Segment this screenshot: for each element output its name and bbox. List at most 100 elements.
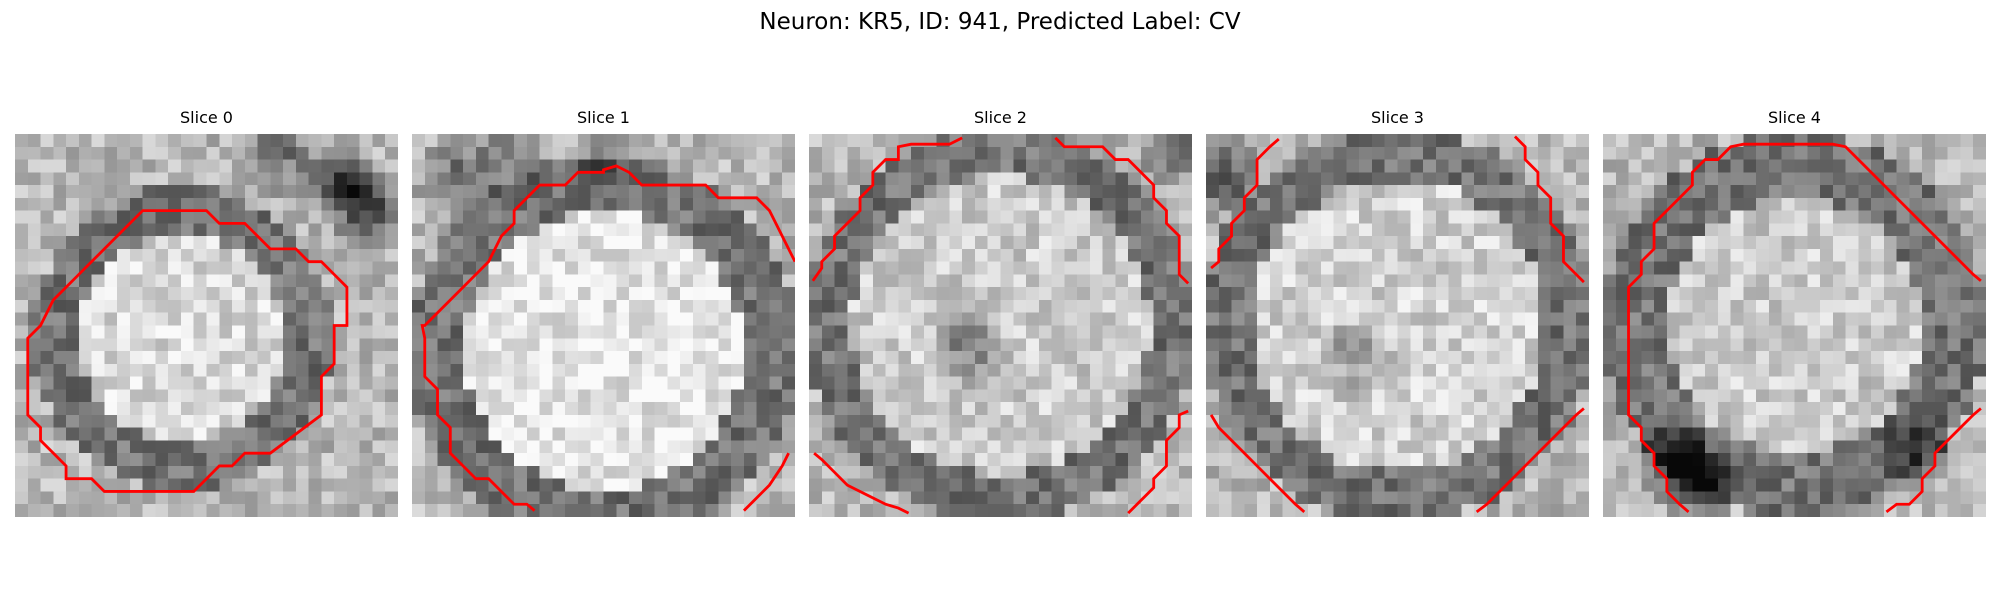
pixel [1717, 376, 1731, 390]
pixel [1000, 210, 1014, 224]
pixel [539, 453, 553, 467]
pixel [1384, 134, 1398, 148]
pixel [1641, 389, 1655, 403]
pixel [1153, 236, 1167, 250]
pixel [1077, 440, 1091, 454]
pixel [552, 134, 566, 148]
pixel [346, 414, 360, 428]
pixel [1743, 299, 1757, 313]
pixel [936, 363, 950, 377]
pixel [1525, 261, 1539, 275]
pixel [53, 210, 67, 224]
pixel [232, 389, 246, 403]
pixel [104, 261, 118, 275]
pixel [756, 299, 770, 313]
pixel [346, 478, 360, 492]
pixel [1000, 312, 1014, 326]
pixel [1140, 146, 1154, 160]
pixel [1384, 172, 1398, 186]
pixel [66, 197, 80, 211]
pixel [104, 414, 118, 428]
pixel [821, 363, 835, 377]
pixel [1166, 274, 1180, 288]
pixel [1832, 351, 1846, 365]
pixel [590, 325, 604, 339]
pixel [1269, 287, 1283, 301]
pixel [1295, 172, 1309, 186]
pixel [1666, 478, 1680, 492]
pixel [1768, 389, 1782, 403]
pixel [565, 325, 579, 339]
pixel [1960, 146, 1974, 160]
pixel [15, 236, 29, 250]
pixel [1077, 325, 1091, 339]
pixel [27, 504, 41, 517]
pixel [424, 440, 438, 454]
pixel [1692, 287, 1706, 301]
pixel [667, 223, 681, 237]
pixel [1603, 338, 1617, 352]
pixel [1257, 402, 1271, 416]
pixel [1717, 440, 1731, 454]
pixel [1576, 504, 1589, 517]
pixel [769, 287, 783, 301]
pixel [1499, 453, 1513, 467]
pixel [834, 504, 848, 517]
pixel [104, 248, 118, 262]
pixel [1013, 453, 1027, 467]
pixel [667, 210, 681, 224]
pixel [1206, 146, 1220, 160]
pixel [1140, 465, 1154, 479]
pixel [1909, 159, 1923, 173]
pixel [257, 389, 271, 403]
pixel [142, 325, 156, 339]
pixel [629, 402, 643, 416]
pixel [1896, 389, 1910, 403]
pixel [1206, 134, 1220, 148]
pixel [437, 159, 451, 173]
pixel [1499, 440, 1513, 454]
pixel [283, 440, 297, 454]
pixel [1845, 491, 1859, 505]
pixel [1832, 248, 1846, 262]
pixel [78, 363, 92, 377]
pixel [1166, 491, 1180, 505]
pixel [1333, 261, 1347, 275]
pixel [1448, 197, 1462, 211]
pixel [1820, 351, 1834, 365]
pixel [974, 338, 988, 352]
pixel [142, 478, 156, 492]
pixel [1295, 440, 1309, 454]
pixel [1410, 465, 1424, 479]
pixel [629, 504, 643, 517]
pixel [129, 261, 143, 275]
pixel [1654, 504, 1668, 517]
pixel [692, 248, 706, 262]
pixel [782, 402, 795, 416]
pixel [244, 236, 258, 250]
pixel [91, 210, 105, 224]
pixel [680, 325, 694, 339]
pixel [155, 146, 169, 160]
pixel [1308, 351, 1322, 365]
pixel [295, 453, 309, 467]
pixel [1218, 185, 1232, 199]
pixel [1756, 236, 1770, 250]
pixel [1359, 197, 1373, 211]
pixel [539, 223, 553, 237]
pixel [1499, 414, 1513, 428]
pixel [654, 440, 668, 454]
pixel [629, 248, 643, 262]
pixel [1499, 299, 1513, 313]
pixel [1576, 236, 1589, 250]
pixel [872, 338, 886, 352]
pixel [526, 197, 540, 211]
pixel [1960, 338, 1974, 352]
pixel [1244, 299, 1258, 313]
pixel [27, 402, 41, 416]
pixel [1179, 299, 1192, 313]
pixel [1845, 414, 1859, 428]
pixel [1654, 299, 1668, 313]
pixel [1153, 312, 1167, 326]
pixel [1641, 287, 1655, 301]
